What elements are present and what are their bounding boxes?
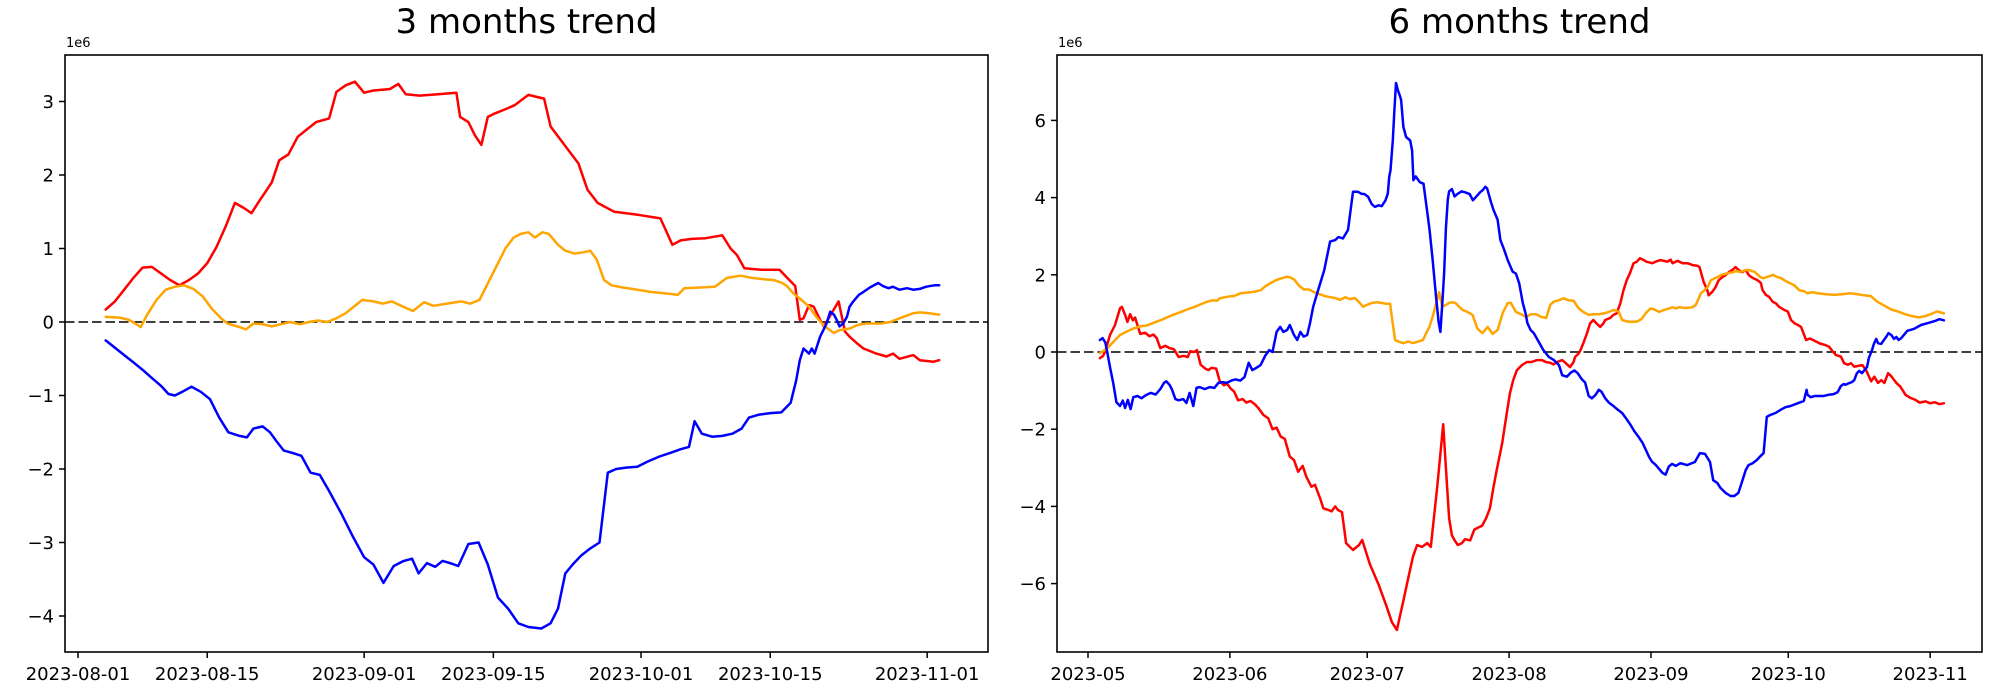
x-tick-label-3-months: 2023-11-01 xyxy=(875,664,980,685)
y-tick-label-6-months: 0 xyxy=(1035,343,1046,364)
y-tick-label-3-months: −2 xyxy=(27,460,54,481)
y-tick-label-3-months: −4 xyxy=(27,607,54,628)
x-tick-label-6-months: 2023-07 xyxy=(1330,664,1405,685)
y-tick-label-3-months: 3 xyxy=(43,92,54,113)
y-tick-label-6-months: −6 xyxy=(1019,574,1046,595)
series-blue-line-6-months xyxy=(1098,81,1946,498)
x-tick-label-3-months: 2023-08-01 xyxy=(26,664,131,685)
y-tick-label-6-months: 4 xyxy=(1035,188,1046,209)
x-tick-label-3-months: 2023-10-01 xyxy=(589,664,694,685)
series-orange-line-6-months xyxy=(1098,268,1946,355)
series-red-line-3-months xyxy=(104,80,941,363)
x-tick-label-6-months: 2023-10 xyxy=(1751,664,1826,685)
x-tick-label-3-months: 2023-08-15 xyxy=(155,664,260,685)
plot-border-3-months xyxy=(64,54,989,653)
chart-title-6-months: 6 months trend xyxy=(1388,2,1651,42)
y-tick-label-3-months: −3 xyxy=(27,533,54,554)
x-tick-label-3-months: 2023-09-01 xyxy=(312,664,417,685)
y-axis-offset-label-left: 1e6 xyxy=(66,36,91,51)
x-tick-label-6-months: 2023-11 xyxy=(1893,664,1968,685)
y-tick-label-3-months: 2 xyxy=(43,166,54,187)
y-tick-label-3-months: −1 xyxy=(27,386,54,407)
y-tick-label-6-months: 2 xyxy=(1035,265,1046,286)
y-axis-offset-label-right: 1e6 xyxy=(1058,36,1083,51)
plot-border-6-months xyxy=(1056,54,1983,653)
y-tick-label-3-months: 0 xyxy=(43,313,54,334)
y-tick-label-6-months: 6 xyxy=(1035,111,1046,132)
x-tick-label-3-months: 2023-09-15 xyxy=(441,664,546,685)
x-tick-label-3-months: 2023-10-15 xyxy=(718,664,823,685)
series-blue-line-3-months xyxy=(104,281,941,630)
x-tick-label-6-months: 2023-09 xyxy=(1613,664,1688,685)
x-tick-label-6-months: 2023-05 xyxy=(1050,664,1125,685)
y-tick-label-3-months: 1 xyxy=(43,239,54,260)
y-tick-label-6-months: −4 xyxy=(1019,497,1046,518)
x-tick-label-6-months: 2023-06 xyxy=(1192,664,1267,685)
series-red-line-6-months xyxy=(1098,256,1946,632)
chart-title-3-months: 3 months trend xyxy=(395,2,658,42)
y-tick-label-6-months: −2 xyxy=(1019,420,1046,441)
series-orange-line-3-months xyxy=(104,231,941,335)
x-tick-label-6-months: 2023-08 xyxy=(1471,664,1546,685)
